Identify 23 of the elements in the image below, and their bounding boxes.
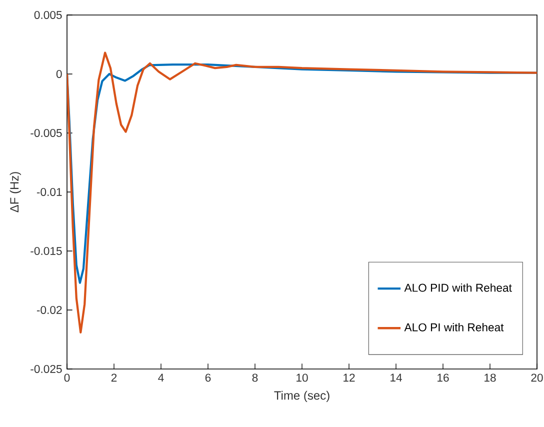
legend-label: ALO PID with Reheat	[404, 283, 512, 292]
x-tick-label: 20	[531, 374, 543, 382]
x-axis-title: Time (sec)	[274, 390, 330, 402]
x-tick-label: 10	[296, 374, 308, 382]
x-tick-label: 8	[252, 374, 258, 382]
x-tick-label: 6	[205, 374, 211, 382]
y-tick-label: -0.005	[30, 128, 62, 137]
y-tick-label: 0	[56, 70, 62, 78]
legend-label: ALO PI with Reheat	[404, 323, 504, 332]
y-tick-label: -0.015	[30, 246, 62, 255]
x-tick-label: 0	[64, 374, 70, 382]
x-tick-label: 2	[111, 374, 117, 382]
y-tick-label: 0.005	[34, 10, 62, 19]
line-series	[67, 52, 537, 334]
x-tick-label: 16	[438, 374, 449, 382]
x-tick-label: 4	[158, 374, 164, 382]
y-tick-label: -0.01	[36, 188, 62, 196]
x-tick-label: 12	[344, 374, 355, 382]
y-tick-label: -0.02	[36, 306, 62, 314]
y-tick-label: -0.025	[30, 364, 62, 373]
x-tick-label: 14	[390, 374, 402, 382]
x-tick-label: 18	[484, 374, 496, 382]
y-axis-title: ΔF (Hz)	[10, 172, 22, 212]
